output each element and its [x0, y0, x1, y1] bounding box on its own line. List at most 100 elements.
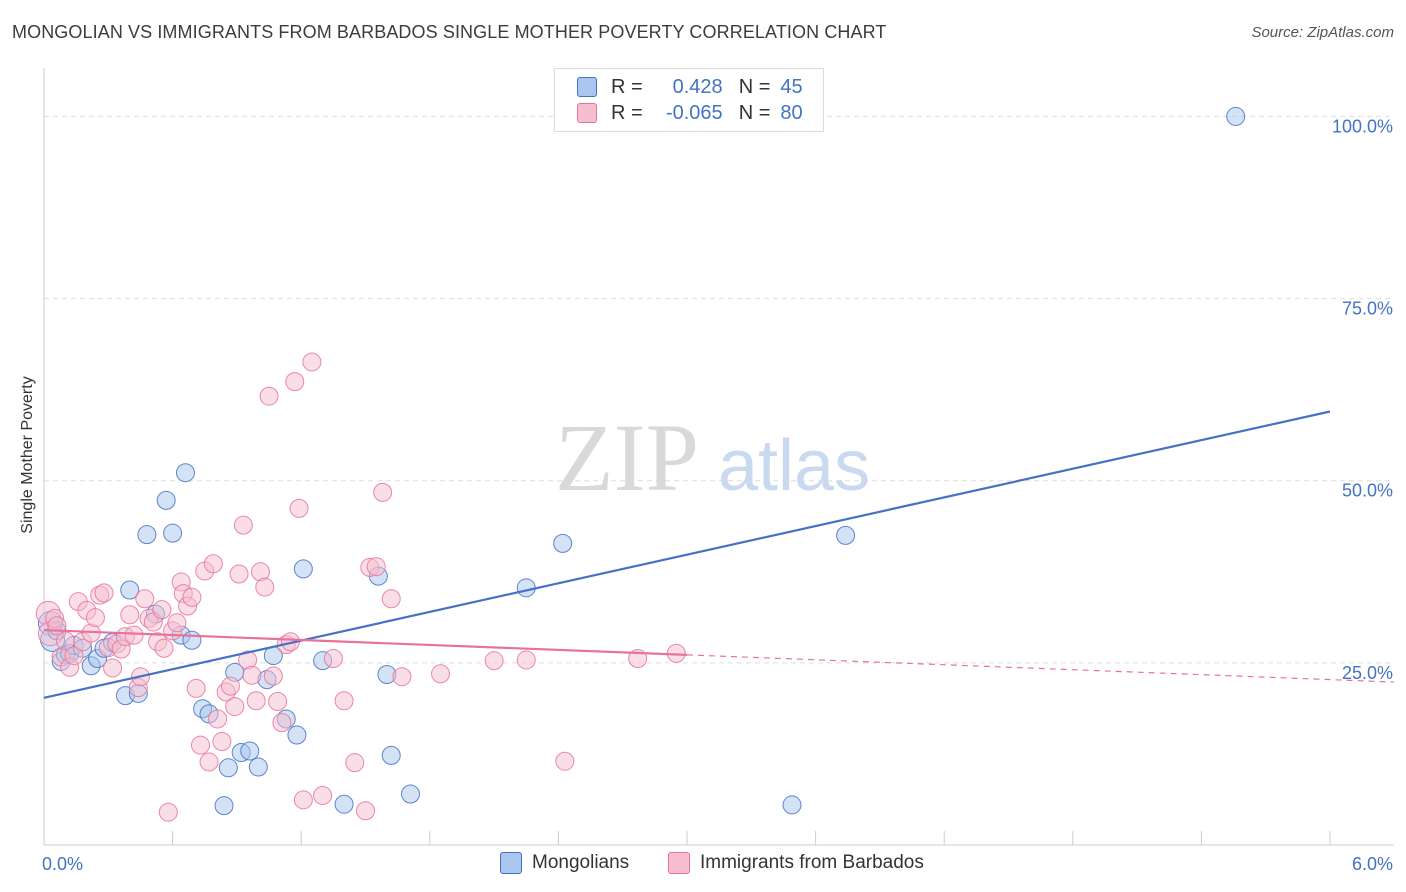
trend-line-mongolians	[43, 410, 1331, 699]
point-barbados-57	[272, 713, 292, 733]
series-name-barbados: Immigrants from Barbados	[700, 852, 924, 873]
point-barbados-40	[199, 752, 219, 772]
point-barbados-60	[285, 372, 305, 392]
point-barbados-29	[154, 638, 174, 658]
point-barbados-76	[516, 650, 536, 670]
point-barbados-54	[259, 386, 279, 406]
point-barbados-56	[268, 691, 288, 711]
legend-n-value-mongolians: 45	[780, 75, 803, 98]
point-mongolians-20	[175, 463, 195, 483]
source-label: Source: ZipAtlas.com	[1251, 24, 1394, 41]
point-mongolians-28	[240, 741, 260, 761]
point-barbados-28	[152, 600, 172, 620]
series-legend-barbados[interactable]: Immigrants from Barbados	[668, 852, 924, 874]
y-tick-label-0: 25.0%	[1342, 663, 1393, 683]
point-barbados-32	[167, 613, 187, 633]
point-mongolians-43	[782, 795, 802, 815]
point-mongolians-17	[156, 490, 176, 510]
point-barbados-68	[356, 801, 375, 821]
point-barbados-20	[120, 605, 140, 625]
point-barbados-37	[186, 678, 206, 698]
point-barbados-47	[229, 564, 249, 584]
point-barbados-7	[64, 646, 84, 666]
point-barbados-21	[124, 625, 144, 645]
point-mongolians-21	[182, 630, 202, 650]
legend-row-mongolians: R = 0.428 N = 45	[577, 74, 803, 100]
legend-row-barbados: R = -0.065 N = 80	[577, 100, 803, 126]
trend-line-barbados	[43, 628, 688, 656]
y-tick-label-2: 75.0%	[1342, 299, 1393, 319]
point-mongolians-40	[401, 784, 421, 804]
point-barbados-51	[246, 691, 266, 711]
point-barbados-14	[94, 583, 114, 603]
legend-swatch-barbados	[577, 103, 597, 123]
point-barbados-62	[293, 790, 313, 810]
legend-r-value-barbados: -0.065	[665, 101, 723, 124]
point-barbados-46	[225, 697, 245, 717]
point-mongolians-33	[287, 725, 307, 745]
y-tick-label-3: 100.0%	[1332, 116, 1393, 136]
legend-n-value-barbados: 80	[780, 101, 803, 124]
point-mongolians-13	[120, 580, 140, 600]
y-tick-label-1: 50.0%	[1342, 481, 1393, 501]
point-barbados-63	[302, 352, 322, 372]
trend-line-dashed-barbados	[686, 654, 1395, 683]
point-barbados-48	[233, 515, 253, 535]
point-mongolians-39	[381, 745, 401, 765]
watermark-atlas: atlas	[718, 426, 870, 506]
legend-n-label: N =	[738, 75, 771, 98]
point-barbados-73	[392, 667, 412, 687]
legend-swatch-mongolians	[577, 77, 597, 97]
point-mongolians-42	[553, 533, 573, 553]
data-points	[35, 106, 1246, 822]
watermark: ZIP atlas	[555, 404, 870, 511]
correlation-legend: R = 0.428 N = 45 R = -0.065 N = 80	[554, 68, 824, 132]
tick-labels: 25.0% 50.0% 75.0% 100.0% 0.0% 6.0%	[42, 116, 1393, 874]
point-barbados-72	[381, 589, 401, 609]
legend-r-label: R =	[611, 101, 643, 124]
legend-r-value-mongolians: 0.428	[672, 75, 723, 98]
point-barbados-55	[263, 666, 283, 686]
point-mongolians-29	[248, 757, 268, 777]
point-mongolians-24	[214, 796, 234, 816]
point-barbados-24	[135, 589, 155, 609]
series-legend: Mongolians Immigrants from Barbados	[0, 852, 1406, 878]
point-barbados-42	[208, 709, 228, 729]
watermark-zip: ZIP	[555, 404, 699, 511]
point-barbados-66	[334, 691, 354, 711]
point-barbados-41	[203, 554, 223, 574]
legend-n-label: N =	[738, 101, 771, 124]
grid-lines	[44, 115, 1394, 664]
chart-title: MONGOLIAN VS IMMIGRANTS FROM BARBADOS SI…	[12, 22, 887, 42]
point-barbados-71	[373, 482, 393, 502]
point-barbados-64	[313, 785, 333, 805]
series-legend-mongolians[interactable]: Mongolians	[500, 852, 629, 874]
point-mongolians-18	[163, 523, 183, 543]
point-barbados-67	[345, 753, 365, 773]
series-name-mongolians: Mongolians	[532, 852, 630, 873]
point-mongolians-34	[293, 559, 313, 579]
point-barbados-75	[484, 651, 504, 671]
point-barbados-77	[555, 751, 575, 771]
series-swatch-barbados	[668, 852, 690, 874]
point-barbados-70	[366, 557, 386, 577]
point-barbados-74	[431, 664, 451, 684]
x-tick-label-1: 6.0%	[1352, 854, 1393, 874]
series-swatch-mongolians	[500, 852, 522, 874]
point-barbados-30	[158, 802, 178, 822]
point-mongolians-25	[218, 758, 238, 778]
point-mongolians-44	[836, 525, 856, 545]
legend-r-label: R =	[611, 75, 643, 98]
x-tick-label-0: 0.0%	[42, 854, 83, 874]
point-barbados-36	[182, 587, 202, 607]
point-mongolians-36	[334, 794, 354, 814]
point-barbados-53	[255, 577, 275, 597]
point-barbados-43	[212, 732, 232, 752]
point-mongolians-45	[1226, 106, 1246, 126]
trend-lines	[43, 410, 1395, 699]
point-barbados-65	[323, 648, 343, 668]
point-mongolians-15	[137, 525, 157, 545]
point-barbados-61	[289, 498, 309, 518]
point-barbados-12	[85, 608, 105, 628]
